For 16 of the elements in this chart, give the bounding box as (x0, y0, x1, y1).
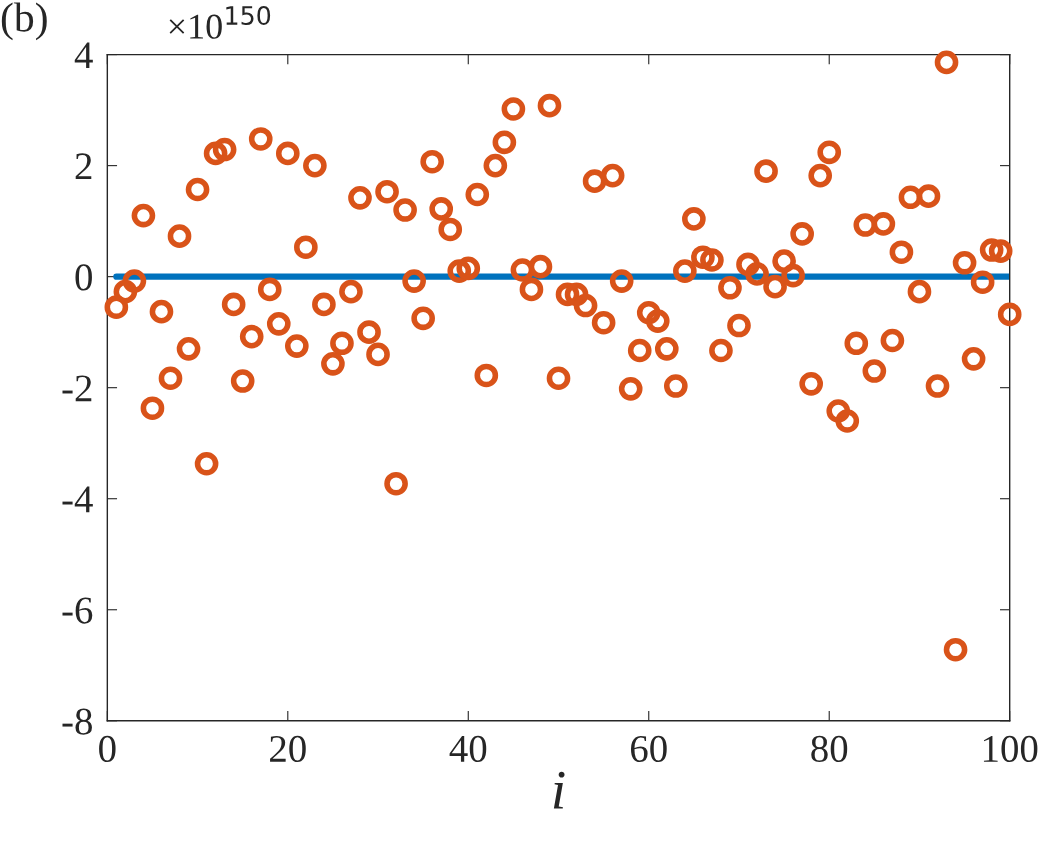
x-tick-label: 80 (811, 735, 848, 763)
x-tick-label: 40 (449, 735, 487, 763)
text: (b) (1, 2, 47, 41)
x-tick-label: 60 (630, 735, 667, 763)
y-tick-label: 0 (75, 264, 92, 291)
y-tick-label: -2 (62, 375, 92, 402)
y-tick-label: -6 (62, 597, 93, 624)
y-tick-label: 4 (74, 42, 93, 69)
x-tick-label: 20 (270, 735, 306, 763)
y-tick-label: -8 (62, 708, 92, 735)
text: ×10$^{150}$ (169, 5, 271, 39)
x-tick-label: 0 (99, 735, 116, 763)
x-tick-label: 100 (983, 735, 1038, 763)
y-tick-label: -4 (62, 486, 93, 513)
y-tick-label: 2 (75, 153, 92, 180)
x-axis-title: i (553, 771, 565, 809)
